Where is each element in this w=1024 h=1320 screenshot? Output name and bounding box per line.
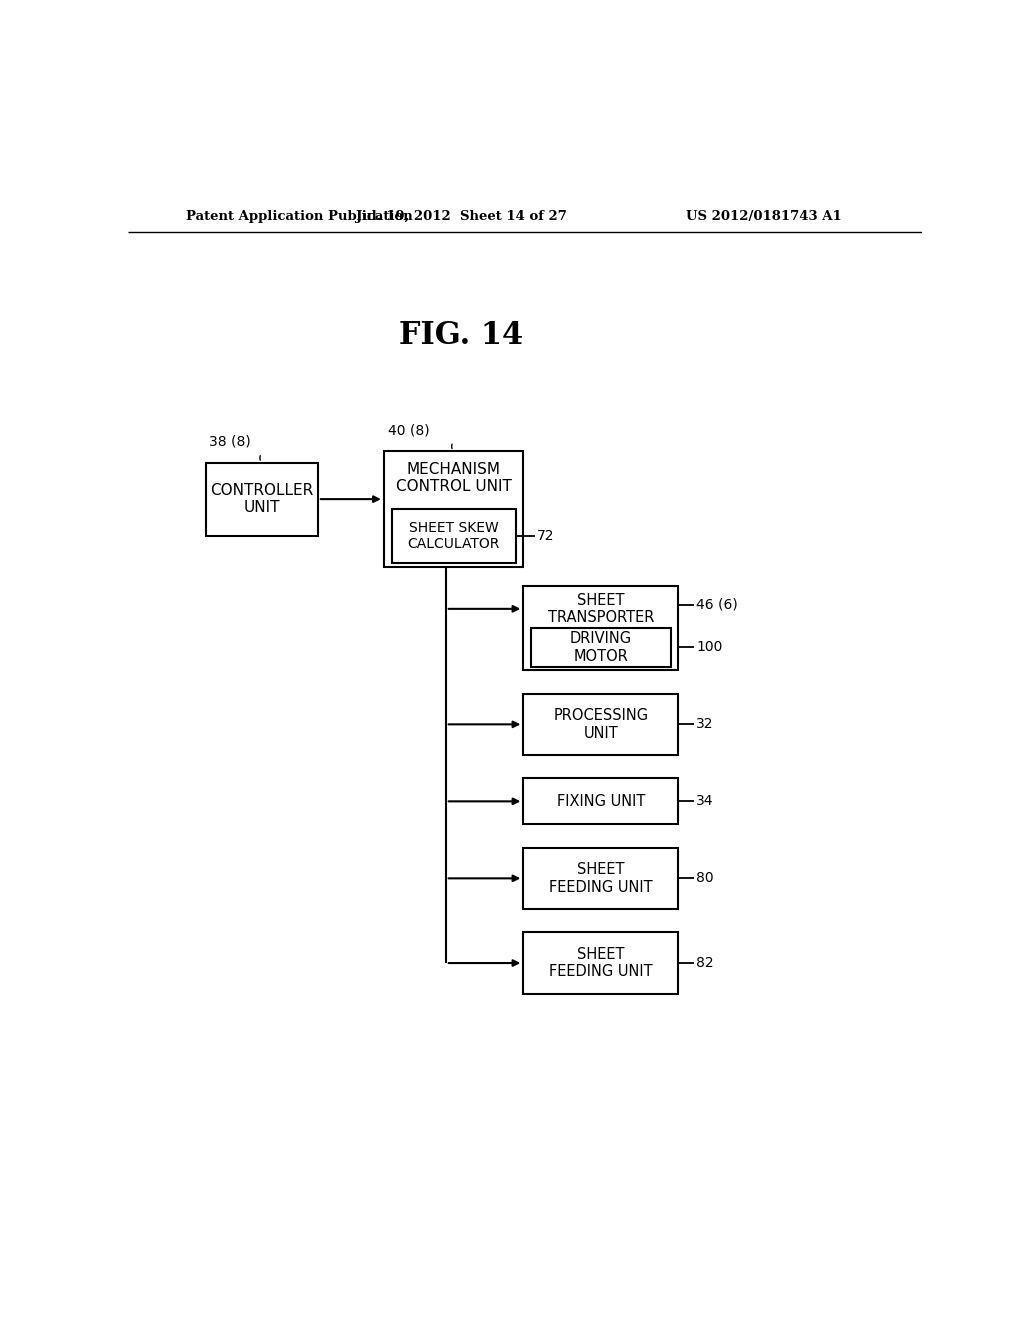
Text: CONTROLLER
UNIT: CONTROLLER UNIT: [210, 483, 313, 515]
Text: SHEET
FEEDING UNIT: SHEET FEEDING UNIT: [549, 946, 652, 979]
Bar: [206, 462, 317, 536]
Text: 32: 32: [696, 717, 714, 731]
Text: 82: 82: [696, 956, 714, 970]
Text: 80: 80: [696, 871, 714, 886]
Text: SHEET
TRANSPORTER: SHEET TRANSPORTER: [548, 593, 654, 626]
Text: 100: 100: [696, 640, 723, 655]
Bar: [391, 508, 515, 562]
Text: MECHANISM
CONTROL UNIT: MECHANISM CONTROL UNIT: [395, 462, 511, 494]
Bar: [523, 779, 678, 825]
Text: DRIVING
MOTOR: DRIVING MOTOR: [569, 631, 632, 664]
Text: US 2012/0181743 A1: US 2012/0181743 A1: [686, 210, 842, 223]
Text: 34: 34: [696, 795, 714, 808]
Text: PROCESSING
UNIT: PROCESSING UNIT: [553, 708, 648, 741]
Text: 72: 72: [538, 529, 555, 543]
Text: FIXING UNIT: FIXING UNIT: [557, 793, 645, 809]
Text: 38 (8): 38 (8): [209, 434, 251, 449]
Bar: [523, 847, 678, 909]
Text: SHEET
FEEDING UNIT: SHEET FEEDING UNIT: [549, 862, 652, 895]
Text: SHEET SKEW
CALCULATOR: SHEET SKEW CALCULATOR: [408, 520, 500, 550]
Bar: [523, 693, 678, 755]
Text: Patent Application Publication: Patent Application Publication: [186, 210, 413, 223]
Bar: [523, 932, 678, 994]
Text: Jul. 19, 2012  Sheet 14 of 27: Jul. 19, 2012 Sheet 14 of 27: [355, 210, 566, 223]
Text: FIG. 14: FIG. 14: [399, 319, 523, 351]
Bar: [523, 586, 678, 671]
Text: 40 (8): 40 (8): [388, 424, 429, 437]
Bar: [531, 628, 671, 667]
Bar: [384, 451, 523, 566]
Text: 46 (6): 46 (6): [696, 598, 738, 612]
